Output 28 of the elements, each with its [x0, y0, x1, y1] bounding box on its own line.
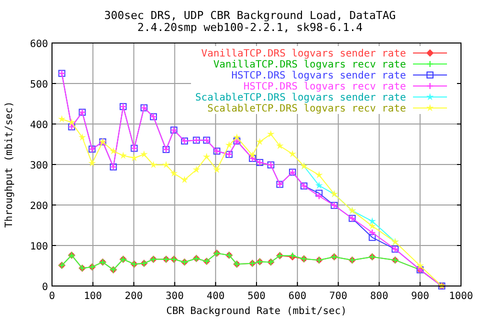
chart-subtitle: 2.4.20smp web100-2.2.1, sk98-6.1.4	[137, 21, 363, 34]
legend-label: HSTCP.DRS logvars recv rate	[243, 82, 406, 92]
x-tick-label: 400	[206, 291, 225, 302]
y-tick-label: 200	[30, 201, 48, 212]
y-tick-label: 600	[30, 39, 48, 50]
x-axis-title: CBR Background Rate (mbit/sec)	[166, 306, 347, 317]
x-tick-label: 100	[84, 291, 102, 302]
legend-label: ScalableTCP.DRS logvars recv rate	[207, 104, 406, 114]
legend-label: VanillaTCP.DRS logvars recv rate	[213, 60, 406, 70]
y-tick-label: 500	[30, 80, 48, 90]
y-axis-title: Throughput (mbit/sec)	[4, 101, 15, 228]
x-tick-label: 800	[370, 291, 388, 302]
legend-label: VanillaTCP.DRS logvars sender rate	[201, 48, 406, 60]
y-tick-label: 300	[30, 160, 48, 172]
x-tick-label: 200	[124, 291, 143, 302]
x-tick-label: 1000	[448, 291, 474, 302]
x-tick-label: 700	[329, 291, 348, 302]
y-tick-label: 0	[42, 282, 48, 293]
x-tick-label: 0	[48, 291, 56, 302]
x-tick-label: 300	[166, 291, 184, 302]
x-tick-label: 600	[288, 291, 306, 302]
x-tick-label: 500	[247, 291, 266, 302]
legend-label: HSTCP.DRS logvars sender rate	[231, 70, 406, 82]
chart-title: 300sec DRS, UDP CBR Background Load, DataTAG	[104, 9, 396, 22]
y-tick-label: 400	[30, 120, 48, 131]
y-tick-label: 100	[30, 242, 48, 252]
legend-label: ScalableTCP.DRS logvars sender rate	[195, 92, 406, 104]
x-tick-label: 900	[411, 291, 430, 302]
